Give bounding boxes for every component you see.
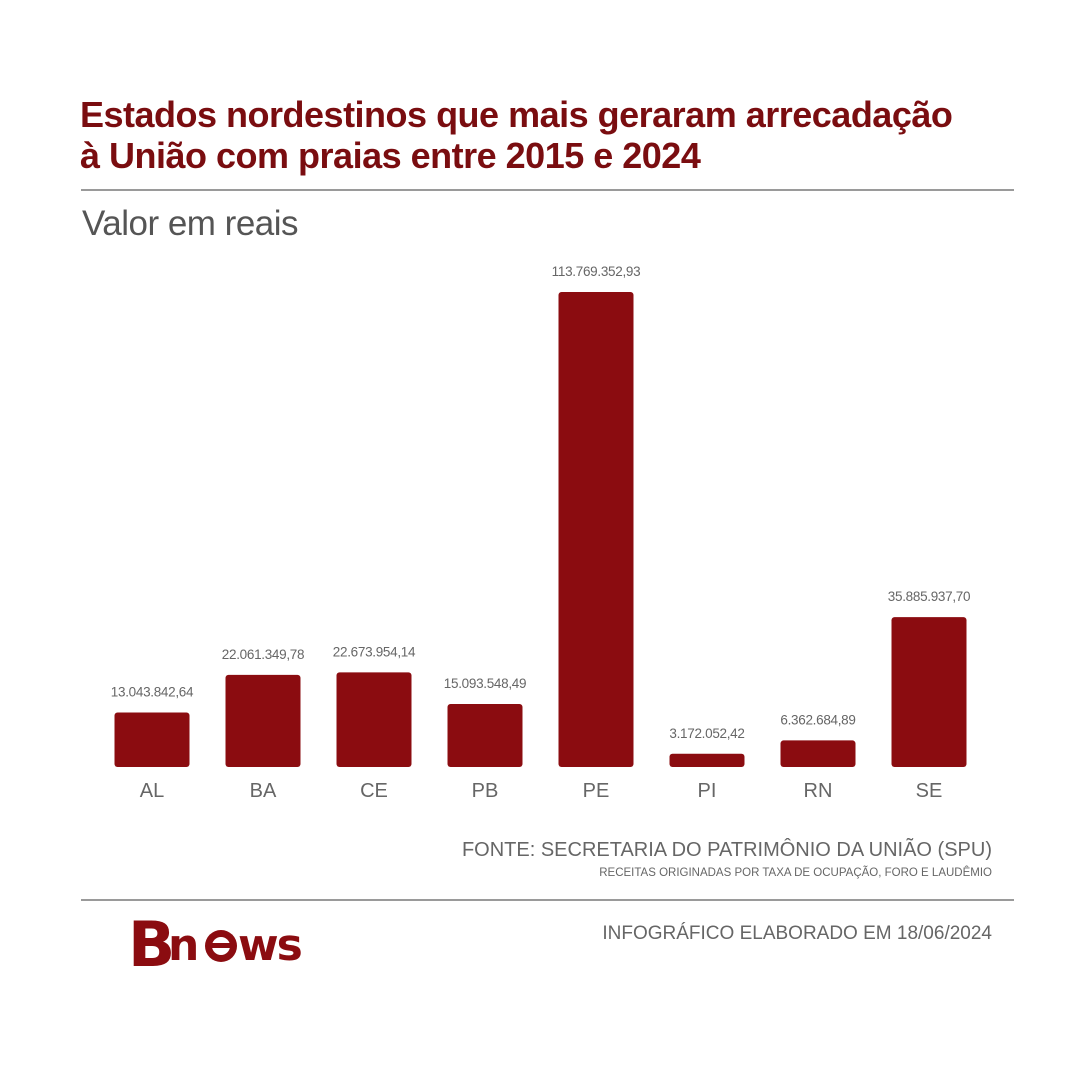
title-line-2: à União com praias entre 2015 e 2024: [80, 135, 701, 176]
top-divider: [81, 189, 1014, 191]
bnews-logo: B n ws: [128, 910, 304, 976]
svg-text:ws: ws: [238, 920, 302, 971]
category-label-ce: CE: [360, 780, 388, 802]
category-label-pb: PB: [472, 780, 499, 802]
source-note: RECEITAS ORIGINADAS POR TAXA DE OCUPAÇÃO…: [599, 867, 992, 879]
data-label-pb: 15.093.548,49: [444, 676, 526, 691]
bar-ba: [225, 674, 301, 767]
bar-rn: [780, 740, 856, 767]
chart-subtitle: Valor em reais: [82, 204, 299, 243]
data-label-ba: 22.061.349,78: [222, 647, 304, 662]
chart-title: Estados nordestinos que mais geraram arr…: [80, 94, 1030, 176]
category-label-ba: BA: [250, 780, 277, 802]
data-label-pe: 113.769.352,93: [552, 264, 641, 279]
bar-se: [891, 617, 967, 767]
bar-pb: [447, 703, 523, 767]
svg-text:n: n: [168, 920, 197, 971]
bar-pe: [558, 292, 634, 767]
bar-pi: [669, 753, 745, 767]
bottom-divider: [81, 899, 1014, 901]
title-line-1: Estados nordestinos que mais geraram arr…: [80, 94, 953, 135]
category-label-rn: RN: [804, 780, 833, 802]
data-label-ce: 22.673.954,14: [333, 644, 416, 659]
bar-chart: 13.043.842,64 AL 22.061.349,78 BA 22.673.954…: [111, 264, 971, 802]
data-label-pi: 3.172.052,42: [669, 726, 744, 741]
source-text: FONTE: SECRETARIA DO PATRIMÔNIO DA UNIÃO…: [461, 839, 992, 861]
svg-text:B: B: [128, 910, 172, 976]
date-note: INFOGRÁFICO ELABORADO EM 18/06/2024: [602, 923, 992, 944]
category-label-se: SE: [916, 780, 943, 802]
data-label-al: 13.043.842,64: [111, 685, 194, 700]
category-label-pe: PE: [583, 780, 610, 802]
data-label-se: 35.885.937,70: [888, 589, 970, 604]
category-label-al: AL: [140, 780, 164, 802]
bar-al: [114, 712, 190, 767]
bar-ce: [336, 672, 412, 767]
category-label-pi: PI: [698, 780, 717, 802]
data-label-rn: 6.362.684,89: [780, 712, 855, 727]
